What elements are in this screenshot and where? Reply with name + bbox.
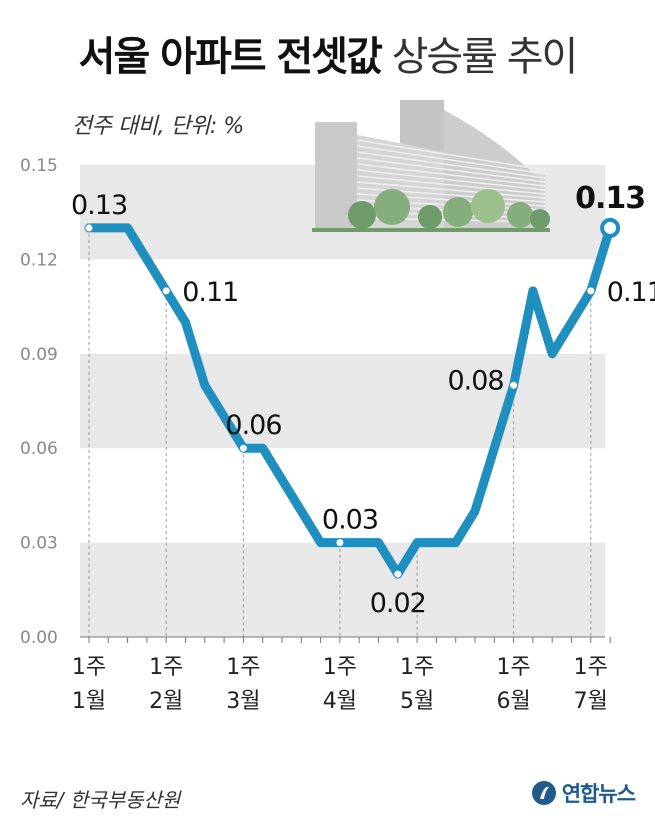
- y-tick-label: 0.06: [20, 439, 58, 459]
- x-tick-label-week: 1주: [496, 655, 530, 680]
- grid-band: [80, 353, 605, 449]
- building-floor-line: [356, 175, 546, 195]
- tree-shape: [348, 201, 376, 229]
- data-point-marker: [85, 224, 93, 232]
- chart-title-main: 서울 아파트 전셋값: [78, 34, 383, 80]
- data-point-marker: [239, 444, 247, 452]
- x-tick-label-month: 5월: [400, 689, 434, 714]
- x-tick-label-week: 1주: [226, 655, 260, 680]
- source-note: 자료/ 한국부동산원: [20, 788, 181, 812]
- data-label: 0.08: [447, 365, 503, 396]
- tree-shape: [471, 189, 505, 223]
- data-label: 0.11: [182, 277, 238, 308]
- data-point-marker: [336, 539, 344, 547]
- chart-series: [84, 217, 621, 579]
- data-point-marker: [587, 287, 595, 295]
- chart-bands: [80, 165, 605, 637]
- building-floor-line: [356, 163, 546, 187]
- series-line: [84, 223, 615, 579]
- chart-title-sub: 상승률 추이: [391, 34, 579, 80]
- building-floor-line: [356, 139, 546, 171]
- tree-shape: [374, 189, 410, 225]
- y-tick-label: 0.03: [20, 534, 58, 554]
- brand-name: 연합뉴스: [561, 782, 636, 806]
- tree-shape: [443, 197, 473, 227]
- y-tick-label: 0.15: [20, 156, 58, 176]
- data-point-marker: [394, 570, 402, 578]
- data-point-marker: [510, 381, 518, 389]
- brand-logo: 연합뉴스: [530, 778, 636, 808]
- x-tick-label-month: 7월: [574, 689, 608, 714]
- x-tick-label-week: 1주: [323, 655, 357, 680]
- x-tick-label-week: 1주: [149, 655, 183, 680]
- x-tick-label-month: 1월: [72, 689, 106, 714]
- x-tick-label-month: 2월: [149, 689, 183, 714]
- x-tick-label-week: 1주: [574, 655, 608, 680]
- x-tick-label-month: 4월: [323, 689, 357, 714]
- x-tick-label-week: 1주: [400, 655, 434, 680]
- data-label: 0.13: [575, 181, 645, 216]
- chart-labels: 0.13 0.11 0.06 0.03 0.02 0.08 0.11 0.13: [71, 181, 655, 619]
- y-tick-label: 0.12: [20, 250, 58, 270]
- y-tick-label: 0.09: [20, 345, 58, 365]
- tree-shape: [530, 209, 550, 229]
- data-point-marker: [600, 217, 621, 238]
- data-label: 0.02: [370, 588, 426, 619]
- apartment-illustration: [312, 100, 550, 232]
- y-tick-label: 0.00: [20, 628, 58, 648]
- ground-strip: [312, 228, 550, 232]
- building-floor-line: [356, 169, 546, 191]
- chart-title: 서울 아파트 전셋값 상승률 추이: [0, 24, 655, 82]
- tree-shape: [507, 202, 533, 228]
- building-floor-line: [356, 145, 546, 175]
- building-floor-line: [356, 181, 546, 199]
- data-label: 0.11: [607, 277, 655, 308]
- brand-emblem-icon: [531, 781, 556, 805]
- x-tick-label-week: 1주: [72, 655, 106, 680]
- data-label: 0.06: [225, 410, 281, 441]
- data-point-marker: [162, 287, 170, 295]
- x-tick-label-month: 3월: [226, 689, 260, 714]
- chart-unit-note: 전주 대비, 단위: %: [72, 114, 244, 139]
- chart-axis: 1주 1월 1주 2월 1주 3월 1주 4월 1주 5월 1주 6월 1주 7월 0.00 0.03 0.06…: [20, 156, 611, 714]
- grid-band: [80, 542, 605, 637]
- chart-guides: [88, 227, 592, 637]
- x-tick-label-month: 6월: [496, 689, 530, 714]
- data-label: 0.03: [322, 505, 378, 536]
- tree-shape: [418, 205, 442, 229]
- data-label: 0.13: [71, 190, 127, 221]
- building-floor-line: [356, 151, 546, 179]
- building-floor-line: [356, 157, 546, 183]
